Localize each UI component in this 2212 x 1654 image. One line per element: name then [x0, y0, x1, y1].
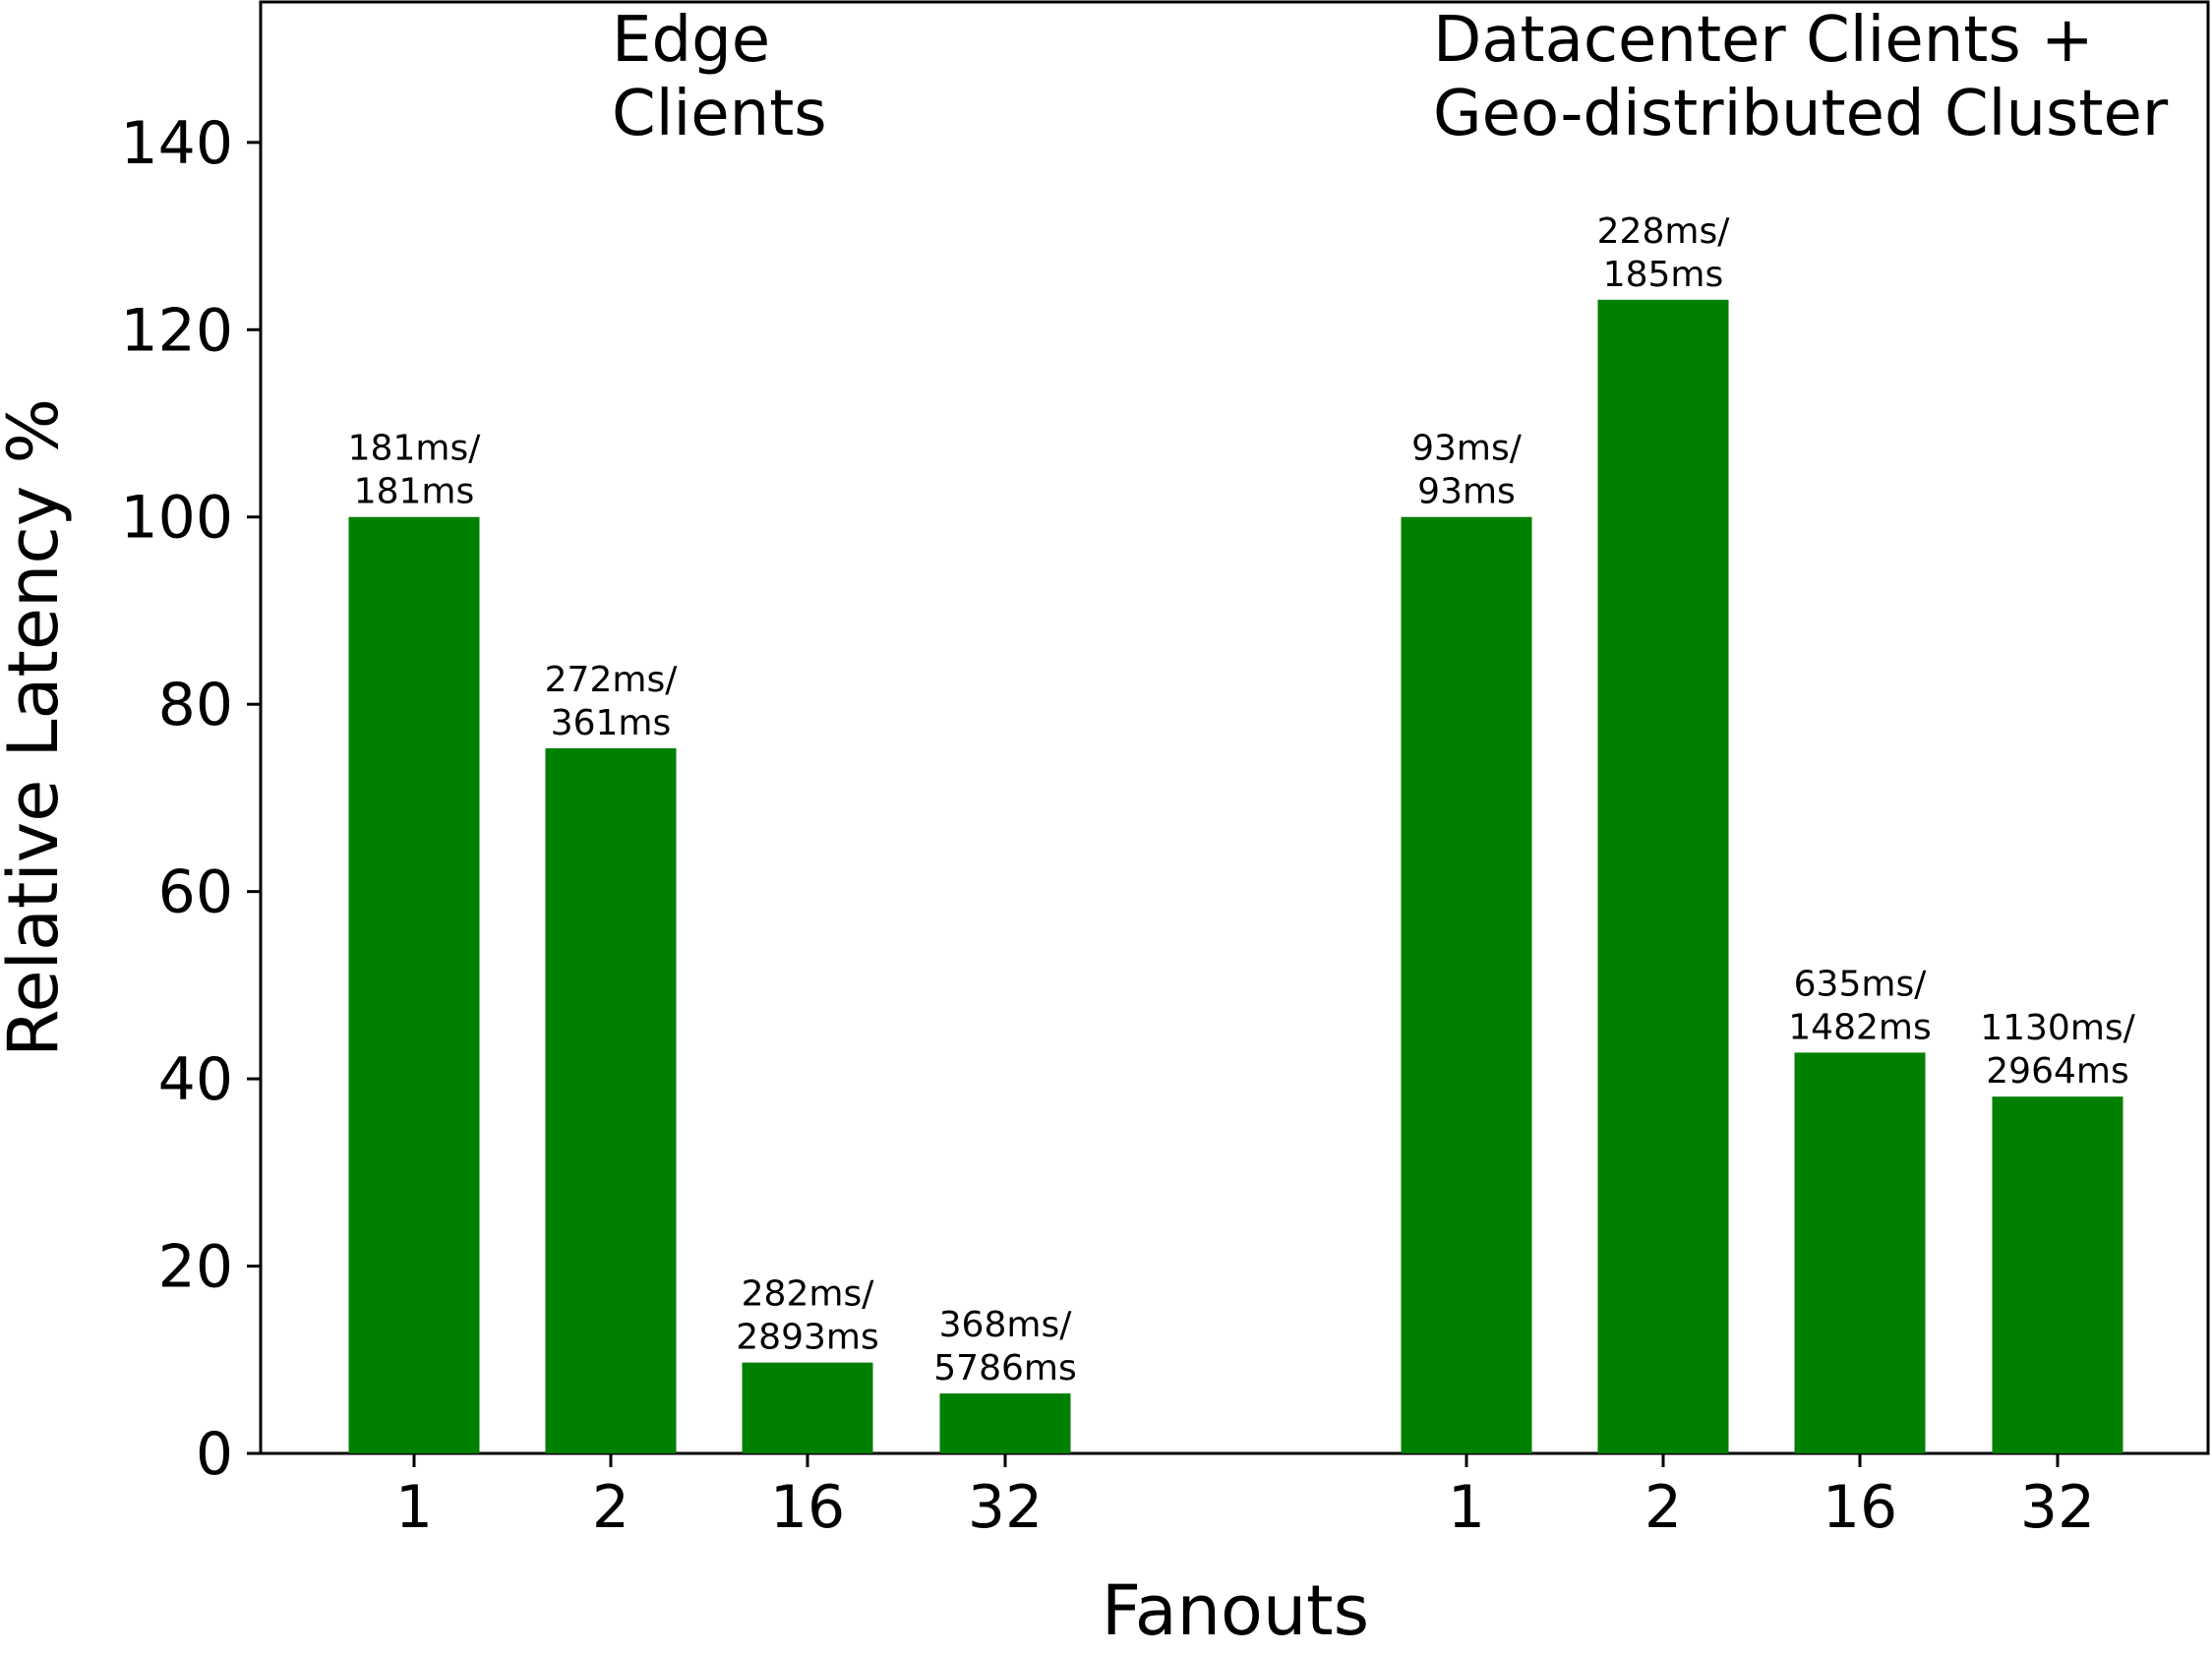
- bar-value-label-line: 2893ms: [736, 1318, 878, 1358]
- bar-value-label-line: 272ms/: [545, 660, 679, 700]
- y-tick-label: 140: [120, 109, 233, 178]
- bar-value-label-line: 181ms/: [348, 429, 482, 469]
- bar-value-label-line: 1482ms: [1788, 1007, 1931, 1047]
- y-tick-label: 20: [158, 1233, 233, 1302]
- group-title-line: Geo-distributed Cluster: [1433, 78, 2169, 150]
- bar-value-label-line: 185ms: [1603, 255, 1724, 295]
- y-axis: 0 20 40 60 80 100 120 140: [120, 109, 261, 1489]
- bar-value-label-line: 282ms/: [742, 1274, 875, 1315]
- plot-area-frame: [259, 0, 2210, 1455]
- bar-value-label: 368ms/5786ms: [933, 1305, 1076, 1388]
- y-tick-label: 120: [120, 296, 233, 365]
- bar-value-label-line: 5786ms: [933, 1348, 1076, 1388]
- y-tick-label: 100: [120, 484, 233, 553]
- x-tick-label: 1: [1448, 1473, 1485, 1542]
- bar-value-label: 635ms/1482ms: [1788, 964, 1931, 1047]
- bar: [545, 747, 677, 1453]
- x-tick-label: 1: [395, 1473, 433, 1542]
- y-axis-title: Relative Latency %: [0, 398, 74, 1057]
- bar-value-label-line: 1130ms/: [1980, 1008, 2135, 1048]
- x-tick-label: 32: [2020, 1473, 2095, 1542]
- bars: [348, 299, 2123, 1453]
- group-title: Datacenter Clients + Geo-distributed Clus…: [1433, 4, 2169, 150]
- bar: [1401, 516, 1532, 1453]
- bar: [1794, 1052, 1926, 1453]
- y-tick-label: 60: [158, 858, 233, 927]
- group-title-line: Datacenter Clients +: [1433, 4, 2094, 77]
- y-tick-label: 80: [158, 671, 233, 739]
- bar-value-label-line: 361ms: [551, 703, 672, 743]
- bar-value-label: 181ms/181ms: [348, 429, 482, 512]
- bar: [348, 516, 480, 1453]
- x-axis: 1 2 16 32 1 2 16 32: [395, 1453, 2095, 1542]
- x-tick-label: 32: [968, 1473, 1043, 1542]
- group-titles: Edge Clients Datacenter Clients + Geo-distr…: [612, 4, 2169, 150]
- y-tick-label: 0: [196, 1420, 233, 1489]
- bar-value-label: 282ms/2893ms: [736, 1274, 878, 1358]
- bar: [939, 1393, 1071, 1453]
- bar-value-label: 228ms/185ms: [1597, 211, 1731, 295]
- bar: [742, 1362, 873, 1453]
- bar-value-label-line: 635ms/: [1794, 964, 1928, 1004]
- group-title-line: Edge: [612, 4, 770, 77]
- bar: [1992, 1096, 2123, 1453]
- x-tick-label: 2: [1644, 1473, 1682, 1542]
- bar-value-label: 1130ms/2964ms: [1980, 1008, 2135, 1092]
- bar-value-label-line: 368ms/: [939, 1305, 1073, 1345]
- bar-value-label-line: 93ms: [1417, 472, 1516, 512]
- plot-border: [259, 0, 2210, 1455]
- y-tick-label: 40: [158, 1045, 233, 1114]
- x-tick-label: 16: [770, 1473, 845, 1542]
- bar-value-label: 272ms/361ms: [545, 660, 679, 743]
- bar-value-label-line: 181ms: [354, 472, 475, 512]
- x-tick-label: 2: [592, 1473, 629, 1542]
- group-title: Edge Clients: [612, 4, 827, 150]
- bar-value-label-line: 2964ms: [1986, 1051, 2128, 1092]
- bar-value-label-line: 93ms/: [1411, 429, 1523, 469]
- bar: [1597, 299, 1729, 1453]
- x-tick-label: 16: [1823, 1473, 1897, 1542]
- group-title-line: Clients: [612, 78, 827, 150]
- x-axis-title: Fanouts: [1102, 1570, 1369, 1651]
- bar-value-labels: 181ms/181ms 272ms/361ms 282ms/2893ms 368ms/…: [348, 211, 2136, 1388]
- bar-value-label: 93ms/93ms: [1411, 429, 1523, 512]
- bar-value-label-line: 228ms/: [1597, 211, 1731, 252]
